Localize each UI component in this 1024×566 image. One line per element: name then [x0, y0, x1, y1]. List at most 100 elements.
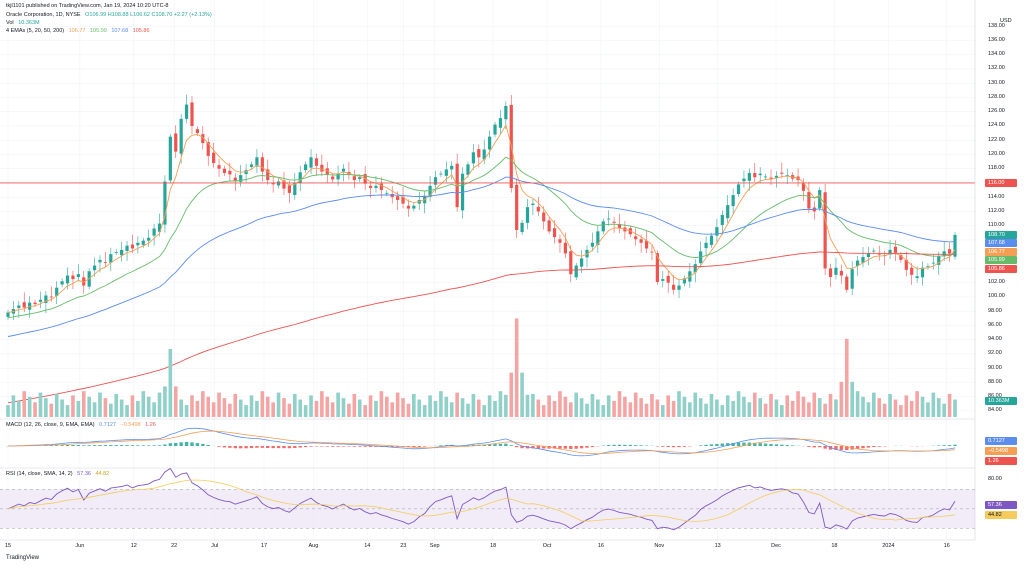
macd-histogram-bar: [228, 446, 232, 448]
candle: [488, 136, 492, 150]
volume-bar: [834, 399, 838, 417]
candle: [120, 249, 124, 256]
macd-histogram-bar: [260, 446, 265, 448]
price-tick: 94.00: [988, 336, 1002, 343]
candle: [607, 218, 611, 220]
volume-bar: [752, 392, 757, 417]
macd-histogram-bar: [617, 444, 622, 446]
macd-histogram-bar: [146, 445, 151, 446]
candle: [872, 250, 876, 252]
macd-histogram-bar: [55, 445, 59, 446]
volume-bar: [541, 405, 546, 417]
macd-histogram-bar: [217, 446, 221, 447]
volume-bar: [926, 402, 930, 417]
volume-bar: [255, 400, 259, 417]
macd-label[interactable]: MACD (12, 26, close, 9, EMA, EMA): [6, 422, 95, 428]
volume-bar: [406, 403, 411, 417]
macd-histogram-bar: [612, 444, 616, 446]
candle: [682, 278, 687, 284]
volume-bar: [596, 399, 600, 417]
candle: [331, 176, 335, 180]
volume-bar: [27, 396, 32, 417]
candle: [450, 165, 454, 170]
candle: [412, 205, 416, 209]
volume-bar: [866, 402, 871, 417]
volume-bar: [298, 399, 303, 417]
macd-histogram-bar: [785, 445, 789, 446]
volume-bar: [909, 400, 914, 417]
macd-histogram-bar: [341, 446, 346, 447]
candle: [569, 251, 573, 275]
price-tick: 126.00: [988, 108, 1005, 115]
macd-histogram-bar: [395, 446, 400, 448]
macd-histogram-bar: [482, 444, 486, 446]
candle: [49, 296, 53, 298]
candle: [98, 259, 102, 263]
candle: [471, 152, 475, 164]
price-tick: 118.00: [988, 165, 1005, 172]
volume-bar: [920, 396, 925, 417]
candle: [157, 223, 162, 232]
macd-histogram-bar: [325, 446, 329, 447]
macd-histogram-bar: [758, 443, 762, 446]
volume-bar: [493, 400, 497, 417]
rsi-ma-value: 44.82: [95, 471, 110, 477]
candle: [785, 175, 789, 176]
candle: [937, 256, 941, 265]
volume-bar: [514, 318, 519, 417]
volume-bar: [330, 402, 335, 417]
rsi-label[interactable]: RSI (14, close, SMA, 14, 2): [6, 471, 73, 477]
candle: [525, 207, 530, 223]
macd-histogram-bar: [282, 446, 286, 449]
candle: [174, 133, 178, 152]
volume-bar: [244, 405, 248, 417]
candle: [38, 299, 43, 302]
candle: [336, 173, 340, 180]
tradingview-logo[interactable]: TradingView: [6, 555, 40, 561]
candle: [190, 102, 194, 126]
price-tick: 134.00: [988, 51, 1005, 58]
candle: [103, 262, 108, 263]
candle: [152, 228, 156, 236]
volume-bar: [103, 398, 108, 417]
legend-volume: Vol 10.363M: [6, 20, 43, 26]
candle: [747, 172, 751, 181]
volume-bar: [320, 391, 324, 417]
macd-histogram-bar: [536, 446, 541, 449]
volume-bar: [201, 391, 205, 417]
volume-bar: [520, 372, 524, 417]
symbol-name[interactable]: Oracle Corporation, 1D, NYSE: [6, 12, 81, 18]
macd-histogram-bar: [390, 446, 394, 448]
macd-histogram-bar: [487, 444, 492, 446]
candle: [720, 215, 724, 225]
candle: [44, 295, 48, 303]
volume-bar: [341, 398, 346, 417]
volume-bar: [11, 395, 16, 417]
macd-histogram-bar: [352, 446, 357, 447]
candle: [309, 157, 313, 168]
volume-bar: [693, 392, 698, 417]
macd-histogram-bar: [336, 446, 340, 447]
candle: [666, 275, 670, 283]
candle: [65, 275, 70, 284]
volume-bar: [504, 394, 508, 417]
volume-bar: [130, 395, 135, 417]
candle: [931, 262, 935, 264]
macd-histogram-bar: [736, 442, 741, 446]
macd-histogram-bar: [698, 445, 703, 446]
candle: [861, 257, 865, 263]
volume-bar: [709, 393, 714, 417]
macd-histogram-bar: [222, 446, 227, 448]
emas-label[interactable]: 4 EMAs (5, 20, 50, 200): [6, 28, 65, 34]
candle: [590, 242, 595, 247]
candle: [504, 106, 508, 120]
volume-bar: [81, 391, 86, 417]
macd-histogram-bar: [872, 446, 876, 448]
volume-bar: [22, 391, 27, 417]
volume-bar: [379, 391, 384, 417]
volume-bar: [763, 403, 768, 417]
volume-bar: [422, 405, 427, 417]
candle: [141, 240, 145, 245]
volume-bar: [633, 392, 638, 417]
